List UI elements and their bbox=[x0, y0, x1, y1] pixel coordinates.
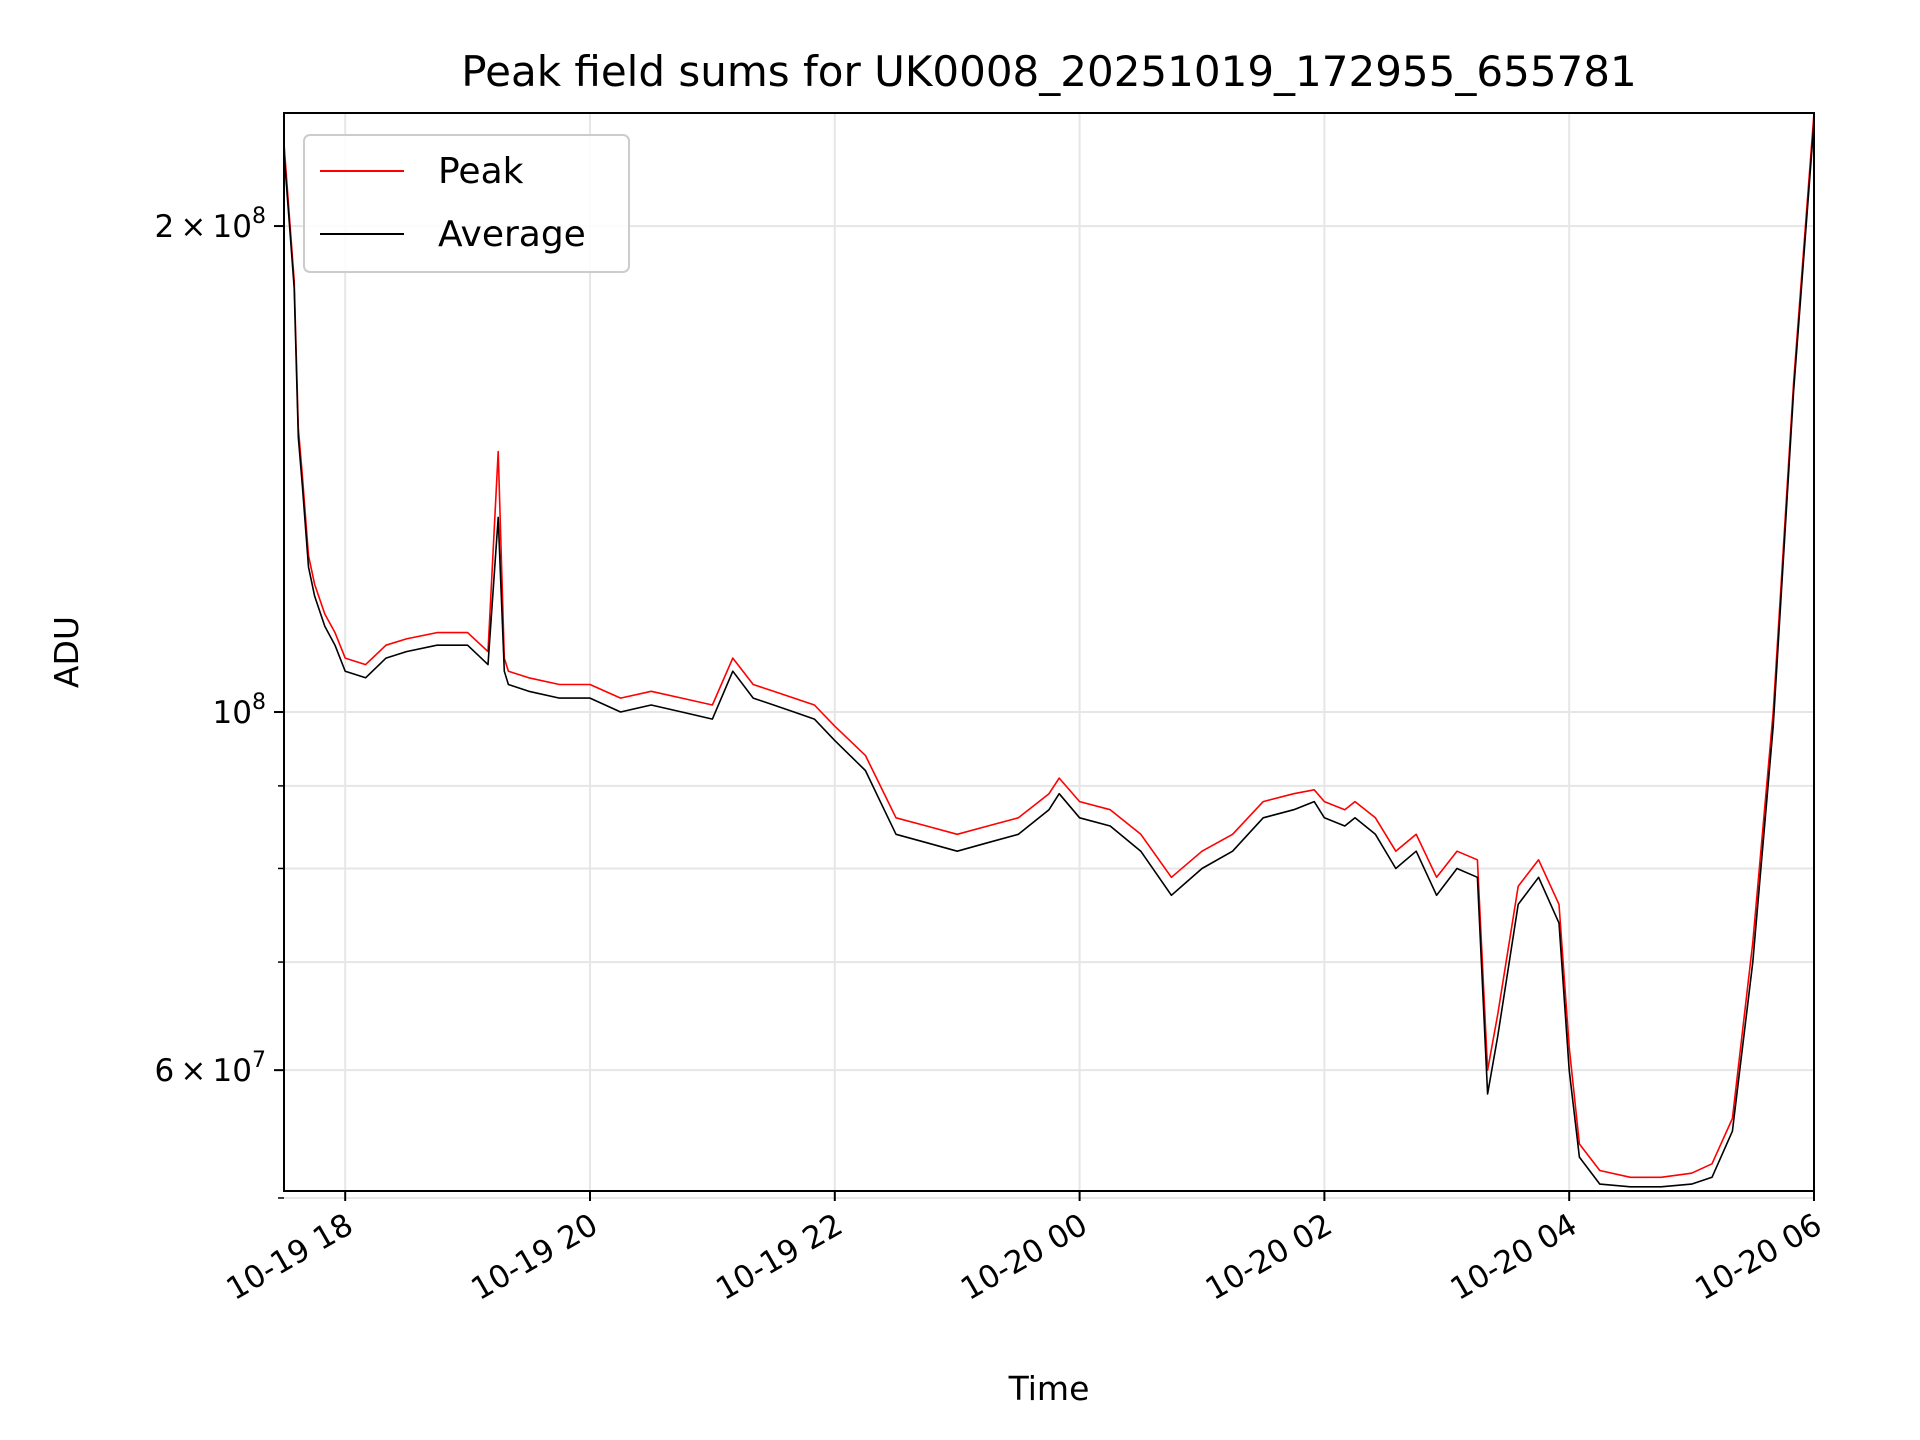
y-tick-label: 6 × 107 bbox=[154, 1048, 266, 1089]
y-tick-label: 2 × 108 bbox=[154, 204, 266, 245]
legend: Peak Average bbox=[303, 134, 630, 273]
legend-box bbox=[303, 134, 630, 273]
series-line-peak bbox=[284, 113, 1814, 1179]
series-line-average bbox=[284, 121, 1814, 1188]
grid bbox=[284, 113, 1815, 1199]
legend-label-peak: Peak bbox=[438, 151, 524, 192]
y-axis: 2 × 108 108 6 × 107 bbox=[154, 204, 284, 1199]
plot-frame bbox=[283, 112, 1815, 1192]
y-tick-label: 108 bbox=[213, 690, 266, 731]
chart-title: Peak field sums for UK0008_20251019_1729… bbox=[461, 47, 1636, 96]
plot-lines bbox=[284, 113, 1814, 1188]
x-axis-label: Time bbox=[1008, 1369, 1090, 1408]
legend-label-average: Average bbox=[438, 214, 586, 255]
y-axis-label: ADU bbox=[47, 616, 86, 688]
